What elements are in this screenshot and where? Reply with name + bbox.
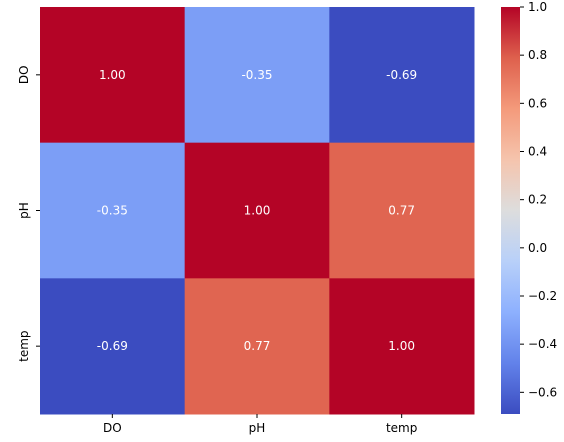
x-tick-label: DO (103, 421, 122, 435)
colorbar-ticks: 1.0 0.8 0.6 0.4 0.2 0.0 −0.2 −0.4 −0.6 (520, 0, 557, 399)
y-tick-label: DO (17, 65, 31, 84)
cell-label: -0.69 (97, 339, 128, 353)
colorbar-tick-label: 0.0 (528, 241, 547, 255)
cell-label: -0.35 (241, 68, 272, 82)
heatmap-cell-temp-DO (40, 278, 186, 415)
heatmap-cell-DO-temp (329, 7, 475, 144)
heatmap-cells: 1.00 -0.35 -0.69 -0.35 1.00 0.77 -0.69 0.77 1.00 (40, 7, 475, 415)
heatmap-cell-pH-DO (40, 142, 186, 279)
cell-label: -0.35 (97, 204, 128, 218)
heatmap-cell-temp-temp (329, 278, 475, 415)
colorbar (501, 7, 520, 414)
cell-label: -0.69 (386, 68, 417, 82)
colorbar-tick-label: 0.6 (528, 96, 547, 110)
x-tick-label: pH (249, 421, 266, 435)
cell-label: 1.00 (99, 68, 126, 82)
y-tick-label: pH (17, 202, 31, 219)
heatmap-cell-DO-pH (184, 7, 330, 144)
x-tick-label: temp (386, 421, 417, 435)
colorbar-tick-label: 1.0 (528, 0, 547, 14)
heatmap-cell-pH-temp (329, 142, 475, 279)
cell-label: 0.77 (388, 204, 415, 218)
colorbar-tick-label: −0.4 (528, 337, 557, 351)
y-tick-label: temp (17, 330, 31, 361)
cell-label: 1.00 (244, 204, 271, 218)
heatmap-cell-temp-pH (184, 278, 330, 415)
colorbar-tick-label: 0.8 (528, 48, 547, 62)
cell-label: 0.77 (244, 339, 271, 353)
x-axis: DO pH temp (103, 414, 417, 435)
colorbar-tick-label: 0.4 (528, 144, 547, 158)
heatmap-cell-pH-pH (184, 142, 330, 279)
colorbar-tick-label: −0.2 (528, 289, 557, 303)
y-axis: DO pH temp (17, 65, 40, 362)
heatmap-cell-DO-DO (40, 7, 186, 144)
cell-label: 1.00 (388, 339, 415, 353)
colorbar-tick-label: −0.6 (528, 385, 557, 399)
colorbar-tick-label: 0.2 (528, 193, 547, 207)
